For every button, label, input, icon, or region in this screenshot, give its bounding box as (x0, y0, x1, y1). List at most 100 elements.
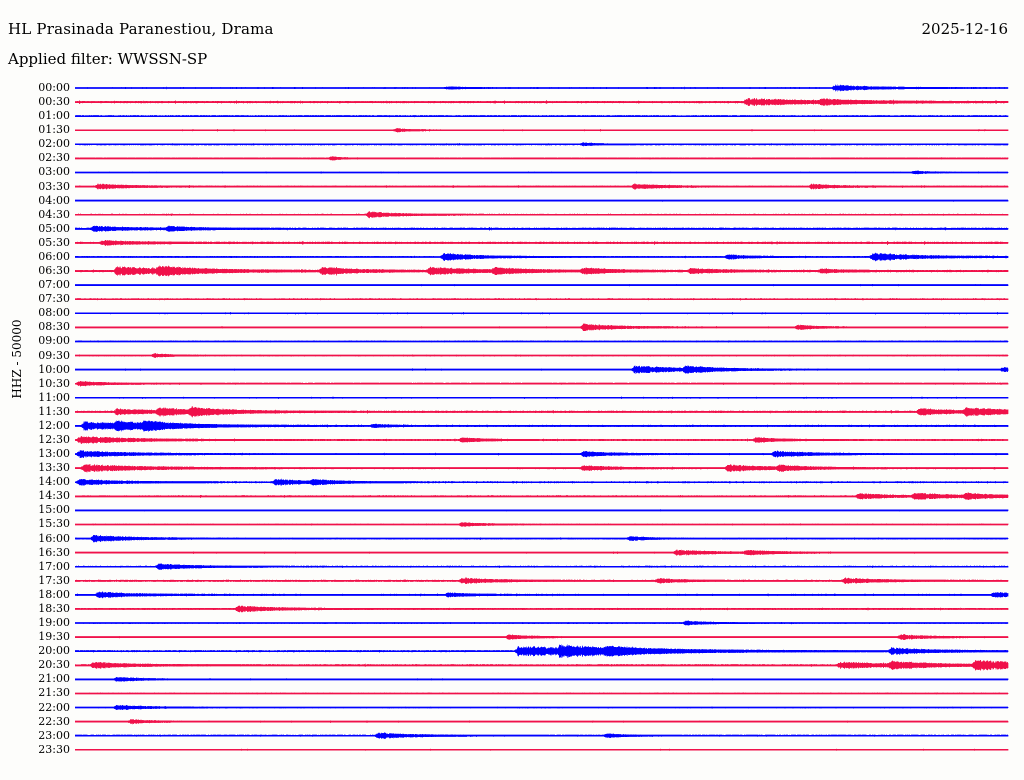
row-time-label: 06:00 (38, 249, 70, 263)
row-time-label: 12:30 (38, 433, 70, 446)
trace-row (74, 252, 1009, 262)
row-time-label: 07:30 (38, 292, 70, 306)
trace-row (74, 380, 1009, 387)
trace-row (74, 563, 1009, 571)
trace-row (74, 692, 1009, 695)
trace-row (74, 548, 1009, 557)
row-time-label: 20:30 (38, 658, 70, 672)
trace-row (74, 156, 1009, 161)
row-time-label: 07:00 (38, 278, 70, 292)
trace-row (74, 633, 1009, 641)
row-time-label: 16:30 (38, 545, 70, 559)
trace-row (74, 283, 1009, 287)
row-time-label: 22:30 (38, 714, 70, 728)
helicorder-plot (0, 78, 1024, 778)
trace-row (74, 534, 1009, 543)
row-time-label: 04:30 (38, 207, 70, 221)
trace-row (74, 141, 1009, 147)
trace-row (74, 732, 1009, 740)
trace-row (74, 577, 1009, 585)
row-time-label: 05:30 (38, 235, 70, 249)
trace-row (74, 265, 1009, 277)
row-time-label: 19:00 (38, 616, 70, 630)
trace-row (74, 492, 1009, 501)
row-time-label: 18:30 (38, 601, 70, 615)
trace-row (74, 239, 1009, 246)
row-time-label: 00:00 (38, 81, 70, 94)
record-date: 2025-12-16 (921, 20, 1008, 38)
trace-row (74, 605, 1009, 613)
trace-row (74, 509, 1009, 512)
row-time-label: 21:30 (38, 686, 70, 700)
applied-filter-label: Applied filter: WWSSN-SP (8, 50, 208, 68)
row-time-label: 09:30 (38, 348, 70, 362)
row-time-label: 13:00 (38, 447, 70, 461)
helicorder-traces (74, 83, 1009, 751)
trace-row (74, 478, 1009, 486)
row-time-label: 23:00 (38, 728, 70, 742)
row-time-label: 20:00 (38, 644, 70, 658)
row-time-label: 13:30 (38, 461, 70, 475)
trace-row (74, 396, 1009, 400)
trace-row (74, 128, 1009, 133)
row-time-label: 03:30 (38, 179, 70, 193)
row-time-label: 22:00 (38, 700, 70, 714)
trace-row (74, 340, 1009, 343)
trace-row (74, 463, 1009, 473)
row-time-label: 01:30 (38, 123, 70, 137)
row-time-label: 16:00 (38, 531, 70, 545)
trace-row (74, 225, 1009, 233)
trace-row (74, 435, 1009, 445)
trace-row (74, 115, 1009, 118)
row-time-label: 11:00 (38, 390, 70, 404)
trace-row (74, 323, 1009, 332)
row-time-label: 14:30 (38, 489, 70, 503)
trace-row (74, 312, 1009, 315)
row-time-label: 18:00 (38, 587, 70, 601)
row-time-label: 10:30 (38, 376, 70, 390)
trace-row (74, 170, 1009, 175)
trace-row (74, 704, 1009, 711)
row-time-label: 02:00 (38, 137, 70, 151)
row-time-label: 12:00 (38, 418, 70, 432)
row-time-label: 08:30 (38, 320, 70, 334)
trace-row (74, 521, 1009, 528)
trace-row (74, 364, 1009, 375)
row-time-label: 08:00 (38, 306, 70, 320)
row-time-label: 23:30 (38, 742, 70, 756)
trace-row (74, 210, 1009, 219)
trace-row (74, 182, 1009, 191)
trace-row (74, 591, 1009, 599)
trace-row (74, 659, 1009, 671)
trace-row (74, 199, 1009, 202)
row-time-label: 02:30 (38, 151, 70, 165)
trace-row (74, 677, 1009, 682)
trace-row (74, 406, 1009, 418)
row-time-label: 10:00 (38, 362, 70, 376)
row-time-label: 15:30 (38, 517, 70, 531)
trace-row (74, 644, 1009, 659)
row-time-label: 17:30 (38, 573, 70, 587)
row-time-label: 00:30 (38, 95, 70, 109)
row-time-label: 03:00 (38, 165, 70, 179)
trace-row (74, 620, 1009, 626)
row-time-label: 05:00 (38, 221, 70, 235)
row-time-label: 09:00 (38, 334, 70, 348)
trace-row (74, 297, 1009, 301)
trace-row (74, 97, 1009, 107)
row-time-label: 14:00 (38, 475, 70, 489)
row-time-label: 15:00 (38, 503, 70, 517)
trace-row (74, 450, 1009, 459)
trace-row (74, 748, 1009, 751)
row-time-label: 17:00 (38, 559, 70, 573)
trace-row (74, 419, 1009, 433)
row-time-label: 04:00 (38, 193, 70, 207)
trace-row (74, 718, 1009, 725)
trace-row (74, 83, 1009, 93)
row-time-label: 11:30 (38, 404, 70, 418)
row-time-label: 01:00 (38, 109, 70, 123)
row-time-label: 06:30 (38, 264, 70, 278)
trace-row (74, 352, 1009, 359)
row-time-label: 21:00 (38, 672, 70, 686)
